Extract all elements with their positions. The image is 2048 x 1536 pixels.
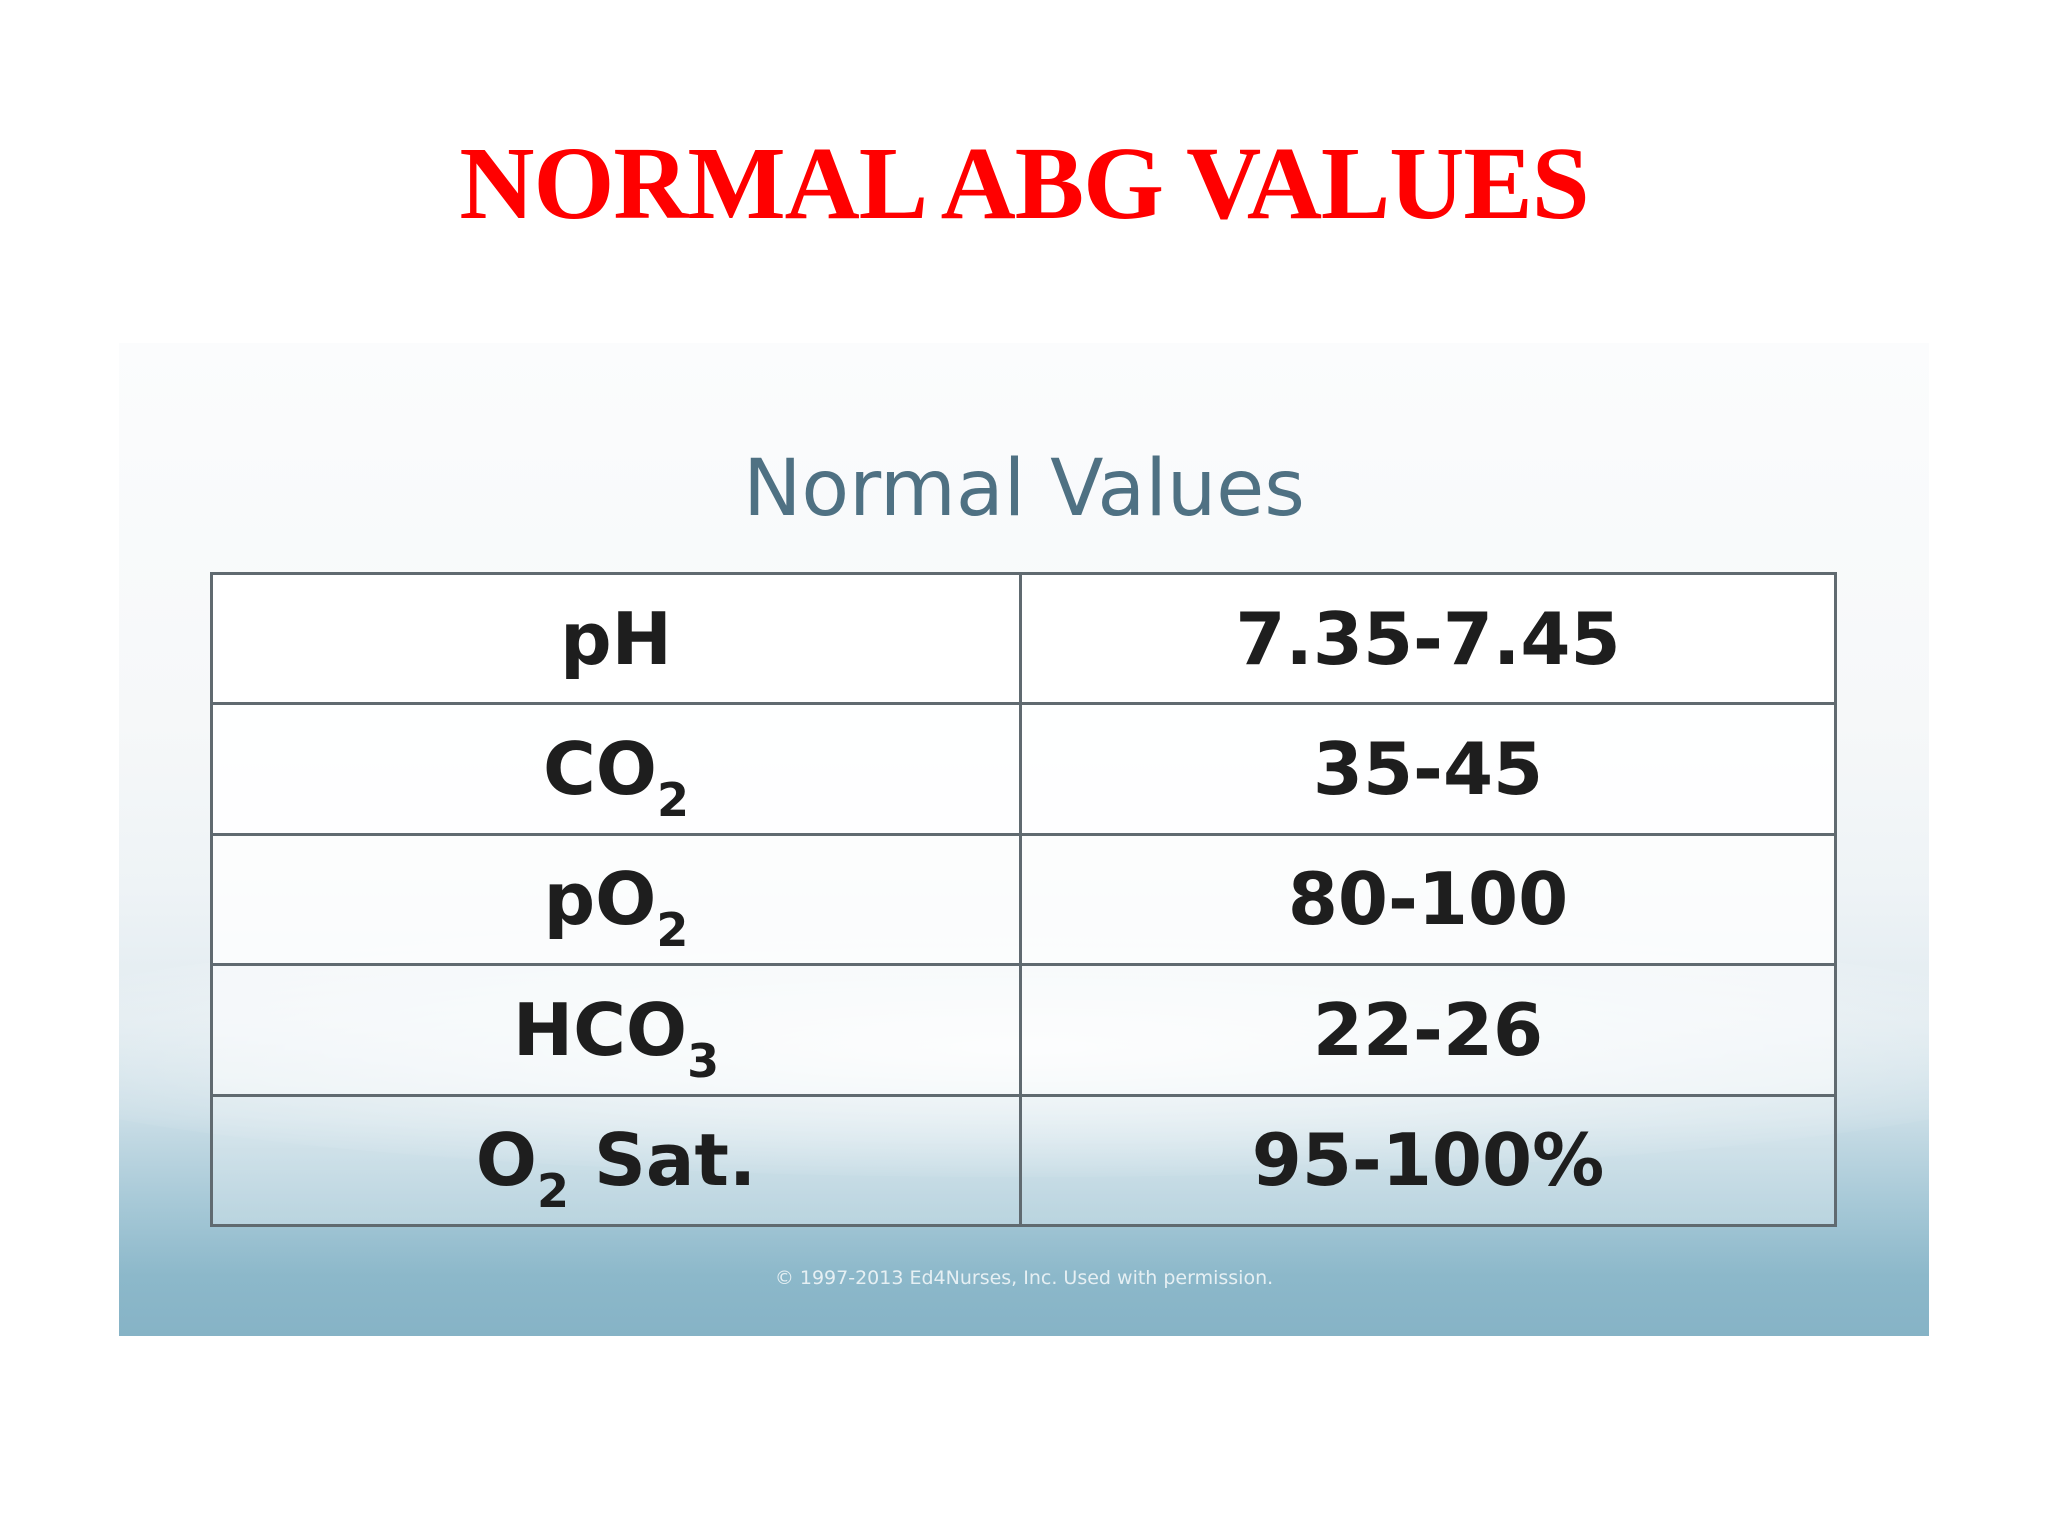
value-cell: 35-45 — [1019, 702, 1837, 836]
parameter-cell: pO2 — [210, 832, 1022, 967]
table-row-ph: pH 7.35-7.45 — [210, 571, 1837, 706]
parameter-subscript: 2 — [657, 773, 690, 828]
parameter-name: HCO — [512, 987, 688, 1072]
parameter-subscript: 2 — [536, 1164, 569, 1219]
table-row-hco3: HCO3 22-26 — [210, 963, 1837, 1097]
normal-values-table: pH 7.35-7.45 CO2 35-45 pO2 80-100 HCO3 2… — [210, 571, 1837, 1228]
parameter-subscript: 2 — [656, 903, 689, 958]
value-cell: 22-26 — [1019, 963, 1837, 1097]
normal-values-figure: Normal Values pH 7.35-7.45 CO2 35-45 pO2… — [119, 343, 1929, 1336]
value-cell: 80-100 — [1019, 832, 1837, 967]
table-row-po2: pO2 80-100 — [210, 832, 1837, 967]
value-cell: 7.35-7.45 — [1019, 571, 1837, 706]
parameter-cell: HCO3 — [210, 963, 1022, 1097]
parameter-name: pH — [560, 596, 672, 681]
parameter-name: CO — [542, 727, 658, 812]
parameter-name: O — [475, 1118, 537, 1203]
copyright-credit: © 1997-2013 Ed4Nurses, Inc. Used with pe… — [774, 1267, 1274, 1289]
parameter-cell: pH — [210, 571, 1022, 706]
slide-title: NORMAL ABG VALUES — [459, 126, 1589, 241]
parameter-suffix: Sat. — [568, 1118, 757, 1203]
parameter-name: pO — [543, 857, 657, 942]
parameter-cell: O2 Sat. — [210, 1093, 1022, 1228]
parameter-cell: CO2 — [210, 702, 1022, 836]
value-cell: 95-100% — [1019, 1093, 1837, 1228]
figure-heading: Normal Values — [743, 444, 1305, 534]
table-row-co2: CO2 35-45 — [210, 702, 1837, 836]
table-row-o2-sat: O2 Sat. 95-100% — [210, 1093, 1837, 1228]
parameter-subscript: 3 — [687, 1033, 720, 1088]
